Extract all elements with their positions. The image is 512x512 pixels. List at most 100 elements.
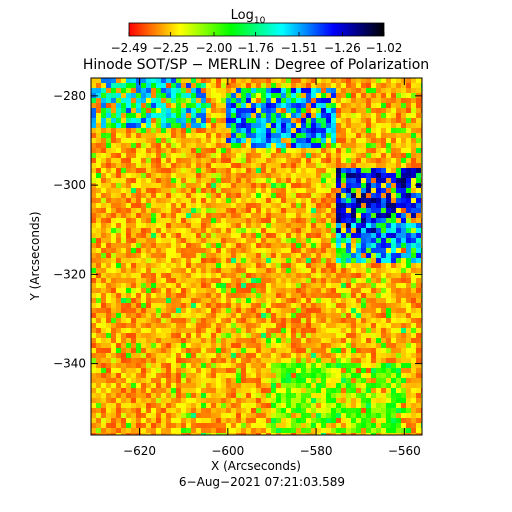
heatmap-cell bbox=[311, 213, 316, 218]
heatmap-cell bbox=[126, 203, 131, 208]
heatmap-cell bbox=[186, 433, 191, 435]
heatmap-cell bbox=[221, 128, 226, 133]
heatmap-cell bbox=[136, 248, 141, 253]
heatmap-cell bbox=[266, 188, 271, 193]
heatmap-cell bbox=[96, 403, 101, 408]
heatmap-cell bbox=[416, 278, 421, 283]
heatmap-cell bbox=[361, 328, 366, 333]
heatmap-cell bbox=[386, 298, 391, 303]
heatmap-cell bbox=[186, 173, 191, 178]
heatmap-cell bbox=[191, 263, 196, 268]
heatmap-cell bbox=[216, 218, 221, 223]
heatmap-cell bbox=[396, 323, 401, 328]
heatmap-cell bbox=[401, 283, 406, 288]
heatmap-cell bbox=[331, 158, 336, 163]
heatmap-cell bbox=[241, 273, 246, 278]
heatmap-cell bbox=[291, 128, 296, 133]
heatmap-cell bbox=[116, 283, 121, 288]
heatmap-cell bbox=[296, 268, 301, 273]
heatmap-cell bbox=[281, 168, 286, 173]
heatmap-cell bbox=[261, 333, 266, 338]
heatmap-cell bbox=[216, 328, 221, 333]
heatmap-cell bbox=[326, 338, 331, 343]
heatmap-cell bbox=[111, 258, 116, 263]
heatmap-cell bbox=[321, 208, 326, 213]
heatmap-cell bbox=[141, 433, 146, 435]
heatmap-cell bbox=[361, 423, 366, 428]
heatmap-cell bbox=[221, 228, 226, 233]
heatmap-cell bbox=[336, 198, 341, 203]
heatmap-cell bbox=[226, 353, 231, 358]
heatmap-cell bbox=[276, 128, 281, 133]
heatmap-cell bbox=[391, 423, 396, 428]
heatmap-cell bbox=[281, 423, 286, 428]
heatmap-cell bbox=[141, 258, 146, 263]
heatmap-cell bbox=[281, 338, 286, 343]
heatmap-cell bbox=[161, 153, 166, 158]
heatmap-cell bbox=[351, 313, 356, 318]
heatmap-cell bbox=[411, 168, 416, 173]
heatmap-cell bbox=[406, 268, 411, 273]
heatmap-cell bbox=[146, 348, 151, 353]
heatmap-cell bbox=[301, 248, 306, 253]
heatmap-cell bbox=[371, 408, 376, 413]
heatmap-cell bbox=[121, 278, 126, 283]
heatmap-cell bbox=[346, 78, 351, 83]
heatmap-cell bbox=[166, 178, 171, 183]
heatmap-cell bbox=[206, 148, 211, 153]
heatmap-cell bbox=[301, 413, 306, 418]
heatmap-cell bbox=[261, 158, 266, 163]
heatmap-cell bbox=[146, 268, 151, 273]
heatmap-cell bbox=[266, 203, 271, 208]
heatmap-cell bbox=[256, 198, 261, 203]
heatmap-cell bbox=[136, 88, 141, 93]
heatmap-cell bbox=[241, 358, 246, 363]
heatmap-cell bbox=[401, 333, 406, 338]
heatmap-cell bbox=[161, 303, 166, 308]
heatmap-cell bbox=[316, 153, 321, 158]
heatmap-cell bbox=[101, 273, 106, 278]
heatmap-cell bbox=[276, 323, 281, 328]
heatmap-cell bbox=[321, 413, 326, 418]
heatmap-cell bbox=[376, 398, 381, 403]
heatmap-cell bbox=[391, 83, 396, 88]
heatmap-cell bbox=[396, 293, 401, 298]
heatmap-cell bbox=[171, 278, 176, 283]
heatmap-cell bbox=[406, 413, 411, 418]
heatmap-cell bbox=[231, 248, 236, 253]
heatmap-cell bbox=[261, 108, 266, 113]
heatmap-cell bbox=[316, 83, 321, 88]
heatmap-cell bbox=[356, 238, 361, 243]
heatmap-cell bbox=[216, 243, 221, 248]
heatmap-cell bbox=[351, 303, 356, 308]
heatmap-cell bbox=[376, 293, 381, 298]
heatmap-cell bbox=[336, 88, 341, 93]
heatmap-cell bbox=[386, 403, 391, 408]
heatmap-cell bbox=[226, 218, 231, 223]
heatmap-cell bbox=[376, 198, 381, 203]
heatmap-cell bbox=[371, 428, 376, 433]
heatmap-cell bbox=[376, 133, 381, 138]
heatmap-cell bbox=[261, 278, 266, 283]
heatmap-cell bbox=[341, 313, 346, 318]
heatmap-cell bbox=[401, 318, 406, 323]
heatmap-cell bbox=[241, 328, 246, 333]
heatmap-cell bbox=[181, 88, 186, 93]
heatmap-cell bbox=[106, 348, 111, 353]
heatmap-cell bbox=[266, 178, 271, 183]
heatmap-cell bbox=[211, 338, 216, 343]
heatmap-cell bbox=[181, 228, 186, 233]
heatmap-cell bbox=[386, 268, 391, 273]
heatmap-cell bbox=[296, 353, 301, 358]
heatmap-cell bbox=[96, 283, 101, 288]
heatmap-cell bbox=[356, 173, 361, 178]
heatmap-cell bbox=[131, 348, 136, 353]
heatmap-cell bbox=[201, 128, 206, 133]
heatmap-cell bbox=[91, 343, 96, 348]
heatmap-cell bbox=[186, 418, 191, 423]
heatmap-cell bbox=[141, 128, 146, 133]
heatmap-cell bbox=[311, 293, 316, 298]
heatmap-cell bbox=[91, 363, 96, 368]
heatmap-cell bbox=[396, 108, 401, 113]
heatmap-cell bbox=[361, 258, 366, 263]
